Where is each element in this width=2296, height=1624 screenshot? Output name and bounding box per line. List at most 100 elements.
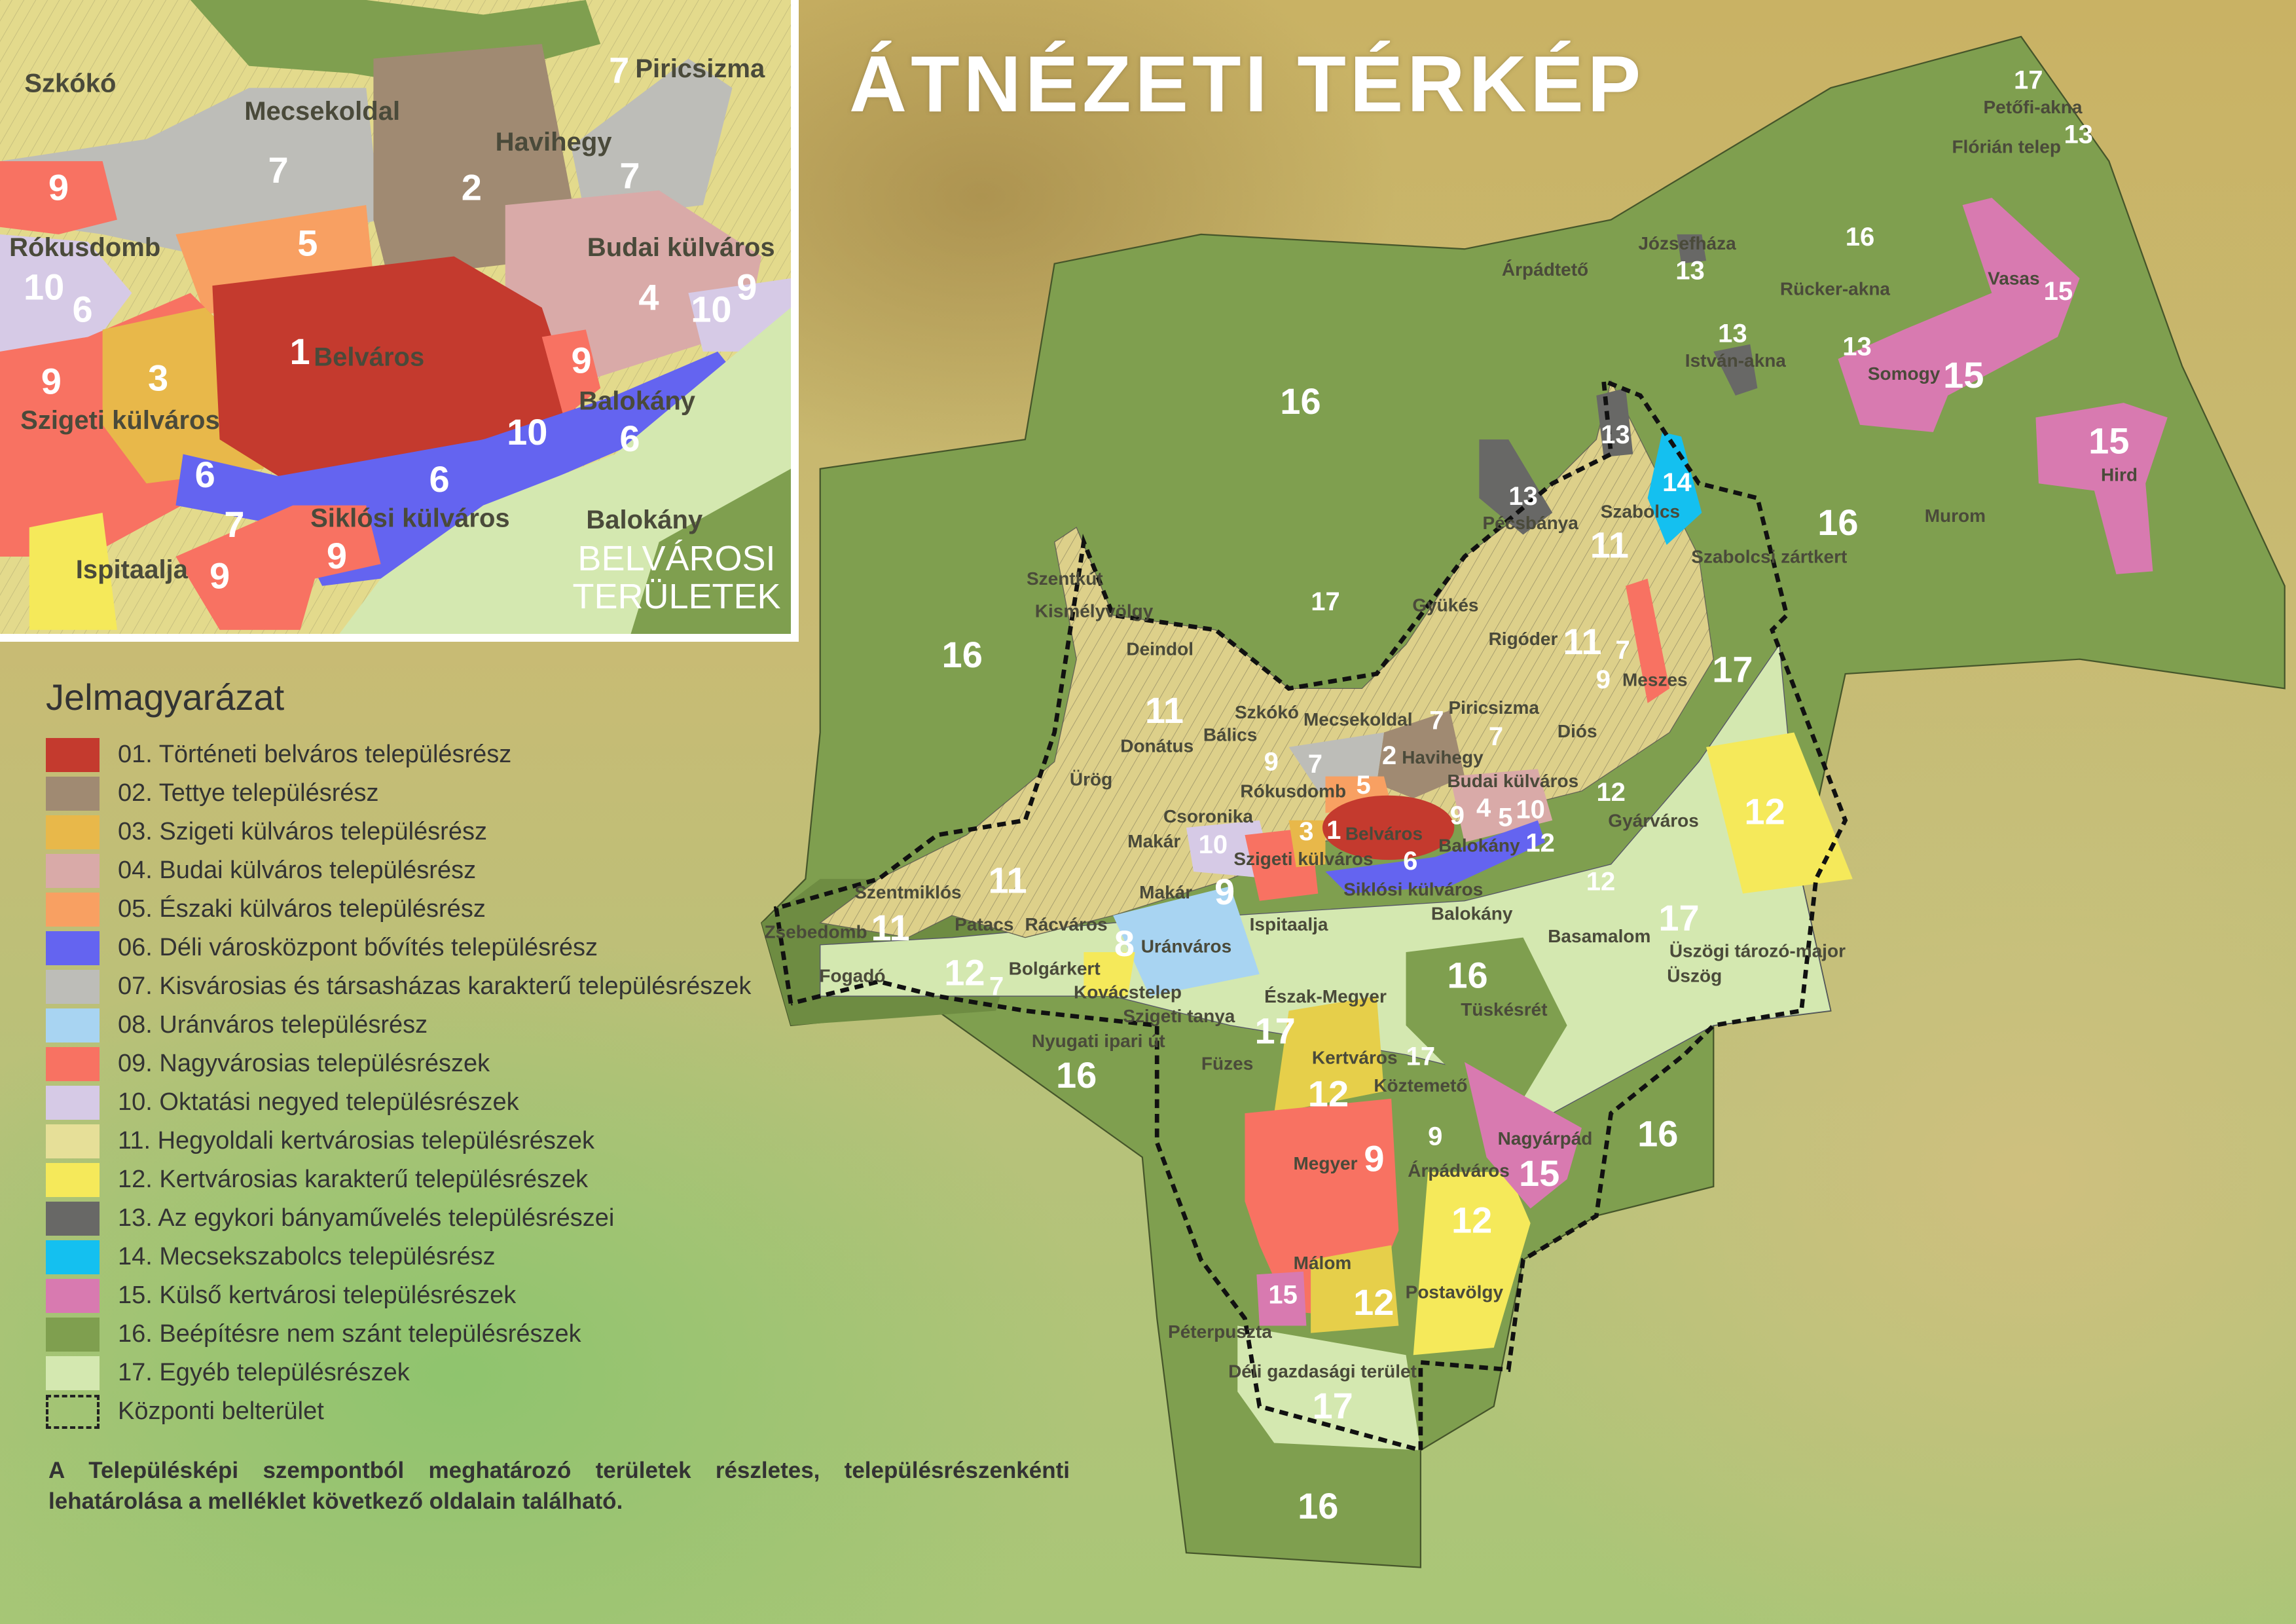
legend-item: 07. Kisvárosias és társasházas karakterű… [46, 967, 751, 1006]
map-place-label: Budai külváros [1447, 771, 1578, 791]
map-zone-number: 17 [1311, 587, 1340, 616]
zone-15-nagyarpad [1465, 1061, 1582, 1209]
map-zone-number: 13 [1508, 482, 1538, 511]
zone-4-budai [1449, 769, 1553, 843]
legend-item-label: 16. Beépítésre nem szánt településrészek [118, 1320, 581, 1348]
inset-place-label: Budai külváros [587, 233, 775, 262]
inset-zone-number: 9 [327, 535, 347, 576]
map-place-label: Postavölgy [1406, 1282, 1504, 1302]
map-zone-number: 9 [1596, 665, 1611, 694]
map-place-label: Rókusdomb [1240, 781, 1346, 802]
map-place-label: Uránváros [1141, 936, 1232, 957]
legend-item-label: Központi belterület [118, 1397, 324, 1425]
zone-14-mecsekszabolcs [1647, 432, 1702, 545]
legend-item: 12. Kertvárosias karakterű településrész… [46, 1160, 751, 1199]
legend-color-swatch [46, 931, 100, 965]
map-zone-number: 6 [1403, 847, 1417, 876]
legend-item-boundary: Központi belterület [46, 1392, 751, 1431]
map-zone-number: 15 [1943, 354, 1984, 396]
map-place-label: Nagyárpád [1498, 1128, 1593, 1149]
map-place-label: Nyugati ipari út [1032, 1031, 1165, 1051]
map-zone-number: 15 [1519, 1153, 1559, 1194]
map-place-label: Árpádtető [1502, 259, 1588, 280]
legend-item-label: 02. Tettye településrész [118, 779, 379, 807]
inset-zone-number: 10 [24, 266, 64, 307]
map-zone-number: 1 [1326, 816, 1341, 845]
legend-item: 09. Nagyvárosias településrészek [46, 1044, 751, 1083]
inset-zone-number: 7 [268, 149, 288, 191]
legend-item: 03. Szigeti külváros településrész [46, 813, 751, 851]
legend-item: 10. Oktatási negyed településrészek [46, 1083, 751, 1122]
map-place-label: Árpádváros [1408, 1160, 1510, 1181]
inset-zone-number: 4 [638, 276, 659, 318]
legend-title: Jelmagyarázat [46, 676, 285, 718]
legend-color-swatch [46, 1240, 100, 1274]
zone-15-hird [2035, 403, 2168, 574]
inset-zone-number: 10 [691, 288, 731, 329]
map-zone-number: 9 [1428, 1122, 1442, 1151]
legend-color-swatch [46, 892, 100, 927]
map-place-label: Ispitaalja [1250, 914, 1328, 934]
map-place-label: Szentmiklós [854, 882, 961, 902]
inset-zone-number: 6 [429, 458, 450, 500]
map-place-label: Málom [1294, 1253, 1352, 1273]
inset-zone-number: 9 [572, 340, 592, 381]
legend-item-label: 10. Oktatási negyed településrészek [118, 1088, 519, 1116]
inset-place-label: Szigeti külváros [20, 406, 220, 435]
map-zone-number: 13 [1675, 256, 1705, 285]
map-place-label: Bálics [1203, 724, 1258, 745]
legend-item-label: 17. Egyéb településrészek [118, 1359, 410, 1386]
map-place-label: Szabolcsi zártkert [1691, 547, 1847, 567]
zone-17-south [1237, 1325, 1421, 1450]
inset-zone-number: 7 [224, 504, 244, 545]
map-zone-number: 5 [1357, 771, 1371, 800]
map-zone-number: 11 [1590, 524, 1629, 565]
map-zone-number: 13 [1601, 420, 1630, 449]
legend-color-swatch [46, 1008, 100, 1043]
map-place-label: Belváros [1345, 823, 1423, 843]
map-zone-number: 11 [1563, 621, 1601, 662]
map-place-label: Szentkút [1027, 568, 1103, 589]
map-zone-number: 7 [1615, 636, 1630, 665]
legend-item-label: 09. Nagyvárosias településrészek [118, 1050, 490, 1077]
legend-item-label: 11. Hegyoldali kertvárosias településrés… [118, 1127, 594, 1154]
zone-13-istvan [1713, 344, 1758, 396]
legend-item-label: 04. Budai külváros településrész [118, 857, 477, 884]
map-place-label: Hird [2101, 464, 2138, 485]
legend-color-swatch [46, 1356, 100, 1390]
inset-zone-10-west [0, 234, 132, 352]
inset-place-label: Balokány [586, 506, 703, 534]
legend-item: 02. Tettye településrész [46, 774, 751, 813]
zone-12-gyarvaros [1706, 732, 1853, 894]
map-place-label: Szigeti tanya [1123, 1006, 1235, 1026]
zone-15-vasas-somogy [1838, 197, 2080, 432]
map-place-label: István-akna [1685, 350, 1786, 371]
legend-color-swatch [46, 853, 100, 888]
zone-8-uranvaros [1113, 886, 1260, 997]
map-zone-number: 5 [1498, 803, 1512, 832]
inset-place-label: Mecsekoldal [244, 97, 400, 126]
map-place-label: Kismélyvölgy [1035, 600, 1154, 621]
map-zone-number: 17 [1254, 1010, 1295, 1051]
inset-zone-9-west [0, 161, 117, 234]
zone-15-malom [1256, 1271, 1307, 1326]
map-place-label: Szabolcs [1601, 501, 1680, 521]
map-place-label: Balokány [1438, 835, 1520, 855]
map-place-label: Donátus [1120, 735, 1194, 756]
legend-color-swatch [46, 1085, 100, 1120]
zone-13-pecsbanya [1479, 439, 1553, 535]
legend-item-label: 06. Déli városközpont bővítés településr… [118, 934, 598, 961]
zone-1-belvaros [1322, 795, 1455, 860]
zone-12-kertvaros [1274, 996, 1384, 1114]
map-zone-number: 8 [1114, 923, 1135, 964]
inset-zone-1 [212, 256, 579, 477]
map-zone-number: 15 [1268, 1280, 1298, 1309]
map-zone-number: 12 [1744, 791, 1785, 832]
inset-zone-number: 3 [148, 357, 168, 398]
inset-zone-number: 2 [462, 167, 482, 208]
legend-item: 14. Mecsekszabolcs településrész [46, 1238, 751, 1276]
legend-color-swatch [46, 1124, 100, 1158]
map-place-label: Üszög [1667, 965, 1722, 986]
legend-item-label: 03. Szigeti külváros településrész [118, 818, 487, 845]
inset-zone-9-east [541, 329, 601, 418]
